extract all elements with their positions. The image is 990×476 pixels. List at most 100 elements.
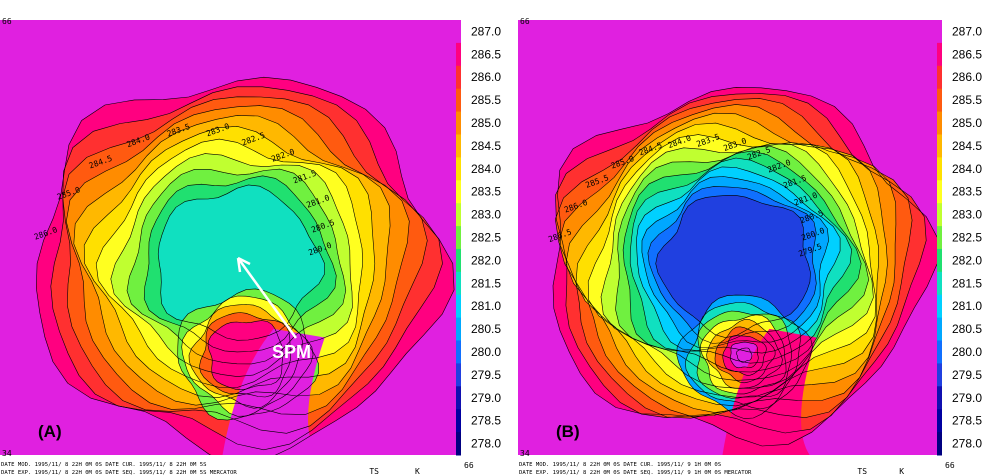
colorbar-segment bbox=[937, 157, 942, 181]
panel-a-x-right-label: 66 bbox=[464, 461, 474, 470]
panel-a: 286.0 285.0 284.5 284.0 283.5 283.0 282.5 282.0… bbox=[0, 17, 501, 476]
colorbar-tick-label: 284.5 bbox=[471, 139, 501, 153]
colorbar-segment bbox=[937, 409, 942, 433]
panel-a-x-left-label: 34 bbox=[2, 449, 12, 458]
colorbar-tick-label: 283.5 bbox=[471, 185, 501, 199]
panel-b-label: (B) bbox=[556, 422, 580, 441]
contour-line bbox=[714, 326, 776, 384]
colorbar-segment bbox=[456, 340, 461, 364]
colorbar-tick-label: 283.0 bbox=[952, 208, 982, 222]
contour-line bbox=[35, 76, 455, 455]
colorbar-segment bbox=[456, 157, 461, 181]
panel-b-quantity-label: TS bbox=[857, 467, 867, 476]
colorbar-tick-label: 286.5 bbox=[471, 47, 501, 61]
contour-line bbox=[143, 175, 337, 353]
contour-line bbox=[615, 145, 870, 381]
contour-line bbox=[722, 335, 767, 376]
colorbar-segment bbox=[937, 226, 942, 250]
colorbar-tick-label: 278.5 bbox=[952, 414, 982, 428]
colorbar-segment bbox=[456, 180, 461, 204]
contour-line bbox=[587, 134, 877, 398]
contour-line bbox=[83, 125, 376, 399]
contour-line bbox=[565, 112, 888, 413]
contour-line bbox=[62, 96, 428, 434]
colorbar-tick-label: 287.0 bbox=[952, 24, 982, 38]
colorbar-tick-label: 285.0 bbox=[471, 116, 501, 130]
colorbar-segment bbox=[456, 248, 461, 273]
colorbar-tick-label: 284.5 bbox=[952, 139, 982, 153]
colorbar-segment bbox=[937, 340, 942, 364]
contour-line bbox=[700, 314, 787, 395]
colorbar-tick-label: 282.5 bbox=[952, 231, 982, 245]
colorbar-tick-label: 282.0 bbox=[471, 253, 501, 267]
panel-b-footer-line-1: DATE MOD. 1995/11/ 8 22H 0M 0S DATE CUR.… bbox=[519, 462, 721, 468]
panel-a-quantity-label: TS bbox=[369, 467, 379, 476]
colorbar-tick-label: 284.0 bbox=[952, 162, 982, 176]
colorbar-tick-label: 280.0 bbox=[471, 345, 501, 359]
contour-line bbox=[736, 347, 753, 363]
colorbar-segment bbox=[937, 88, 942, 113]
colorbar-segment bbox=[456, 271, 461, 296]
colorbar-segment bbox=[937, 203, 942, 227]
contour-line bbox=[126, 168, 347, 365]
contour-line bbox=[50, 86, 443, 451]
colorbar-tick-label: 278.0 bbox=[471, 437, 501, 451]
colorbar-segment bbox=[456, 294, 461, 319]
colorbar-tick-label: 285.5 bbox=[471, 93, 501, 107]
contour-line bbox=[157, 184, 325, 341]
colorbar-tick-label: 283.5 bbox=[952, 185, 982, 199]
contour-line bbox=[181, 295, 314, 417]
colorbar-tick-label: 279.5 bbox=[471, 368, 501, 382]
contour-line bbox=[207, 320, 284, 391]
contour-line bbox=[575, 122, 879, 407]
panel-b-unit-label: K bbox=[899, 467, 904, 476]
colorbar-segment bbox=[937, 65, 942, 90]
spm-annotation: SPM bbox=[272, 342, 311, 362]
colorbar-segment bbox=[937, 20, 942, 44]
colorbar-segment bbox=[937, 111, 942, 135]
spm-arrow bbox=[236, 256, 298, 339]
contour-line bbox=[555, 93, 927, 434]
colorbar-tick-label: 282.0 bbox=[952, 253, 982, 267]
colorbar-tick-label: 283.0 bbox=[471, 208, 501, 222]
panel-a-footer-line-2: DATE EXP. 1995/11/ 8 22H 0M 0S DATE SEQ.… bbox=[1, 470, 237, 476]
colorbar-tick-label: 281.0 bbox=[952, 299, 982, 313]
colorbar-segment bbox=[937, 432, 942, 456]
panel-a-unit-label: K bbox=[415, 467, 420, 476]
colorbar-segment bbox=[456, 42, 461, 67]
colorbar-tick-label: 281.5 bbox=[952, 276, 982, 290]
contour-line bbox=[641, 176, 829, 348]
contour-line bbox=[199, 312, 291, 398]
contour-line bbox=[647, 186, 817, 344]
colorbar-tick-label: 282.5 bbox=[471, 231, 501, 245]
panel-a-contours bbox=[35, 76, 455, 455]
colorbar-tick-label: 279.0 bbox=[471, 391, 501, 405]
panel-a-footer-line-1: DATE MOD. 1995/11/ 8 22H 0M 0S DATE CUR.… bbox=[1, 462, 206, 468]
contour-line bbox=[177, 288, 320, 421]
contour-line bbox=[706, 319, 783, 389]
panel-b-y-top-label: 66 bbox=[520, 17, 530, 26]
contour-line bbox=[110, 153, 353, 377]
colorbar-segment bbox=[456, 409, 461, 433]
colorbar-segment bbox=[456, 363, 461, 387]
colorbar-segment bbox=[937, 363, 942, 387]
colorbar-tick-label: 287.0 bbox=[471, 24, 501, 38]
colorbar-segment bbox=[456, 432, 461, 456]
colorbar-segment bbox=[937, 248, 942, 273]
panel-a-colorbar: 287.0 286.5 286.0 285.5 285.0 284.5 284.0 283.5… bbox=[456, 20, 501, 456]
colorbar-tick-label: 281.5 bbox=[471, 276, 501, 290]
panel-b-contours bbox=[552, 86, 937, 447]
panel-a-y-top-label: 66 bbox=[2, 17, 12, 26]
colorbar-segment bbox=[456, 134, 461, 158]
colorbar-tick-label: 279.0 bbox=[952, 391, 982, 405]
colorbar-segment bbox=[937, 42, 942, 67]
colorbar-tick-label: 280.0 bbox=[952, 345, 982, 359]
colorbar-segment bbox=[456, 20, 461, 44]
contour-line bbox=[73, 115, 391, 406]
colorbar-tick-label: 279.5 bbox=[952, 368, 982, 382]
colorbar-segment bbox=[937, 271, 942, 296]
colorbar-tick-label: 285.5 bbox=[952, 93, 982, 107]
contour-line bbox=[600, 143, 874, 389]
colorbar-tick-label: 278.5 bbox=[471, 414, 501, 428]
